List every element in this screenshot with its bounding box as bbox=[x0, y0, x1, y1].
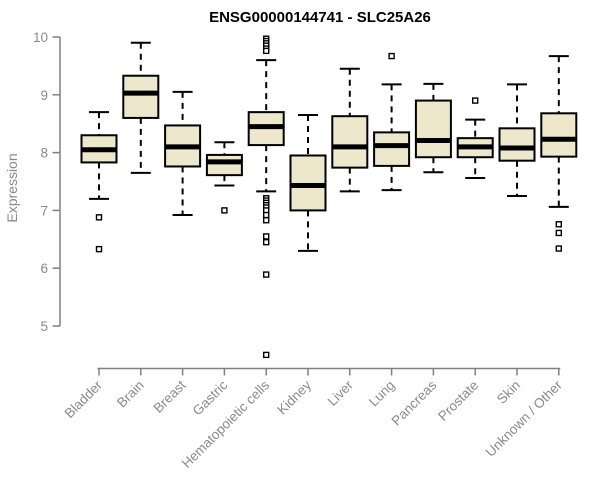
outlier-point bbox=[263, 271, 270, 278]
y-axis-tick-label: 9 bbox=[40, 88, 48, 103]
iqr-box bbox=[205, 153, 243, 177]
y-axis-tick-label: 6 bbox=[40, 261, 48, 276]
x-axis-tick-label: Lung bbox=[366, 378, 398, 410]
y-axis: 5 6 7 8 9 10 bbox=[33, 30, 61, 334]
iqr-box bbox=[414, 99, 452, 159]
x-axis-tick-label: Unknown / Other bbox=[483, 377, 566, 460]
outlier-point bbox=[263, 351, 270, 359]
outlier-point bbox=[95, 214, 103, 221]
boxplot-gastric bbox=[205, 141, 243, 214]
boxplot-skin bbox=[498, 83, 536, 197]
iqr-box bbox=[331, 115, 369, 169]
boxplot-brain bbox=[122, 41, 160, 174]
boxplot-unknown-other bbox=[540, 55, 578, 252]
boxplot-lung bbox=[373, 52, 411, 192]
iqr-box bbox=[289, 154, 327, 212]
outlier-point bbox=[555, 245, 562, 252]
y-axis-tick-label: 5 bbox=[40, 319, 48, 334]
boxplot-breast bbox=[164, 90, 202, 217]
iqr-box bbox=[540, 112, 578, 158]
y-axis-tick-label: 10 bbox=[33, 30, 48, 45]
x-axis-tick-label: Breast bbox=[151, 377, 189, 415]
boxplot-kidney bbox=[289, 114, 327, 252]
chart-title: ENSG00000144741 - SLC25A26 bbox=[209, 9, 431, 26]
x-axis-tick-label: Pancreas bbox=[389, 377, 440, 428]
x-axis-tick-label: Kidney bbox=[274, 377, 314, 417]
boxplot-series bbox=[80, 35, 578, 359]
outlier-point bbox=[472, 97, 479, 104]
y-axis-tick-label: 7 bbox=[40, 203, 48, 218]
boxplot-liver bbox=[331, 67, 369, 193]
x-axis-tick-label: Prostate bbox=[435, 378, 481, 424]
boxplot-pancreas bbox=[414, 82, 452, 174]
outlier-point bbox=[555, 221, 562, 228]
x-axis-tick-label: Brain bbox=[114, 378, 147, 411]
boxplot-prostate bbox=[456, 97, 494, 180]
x-axis-tick-label: Gastric bbox=[190, 377, 231, 418]
outlier-point bbox=[388, 52, 395, 60]
outlier-point bbox=[95, 245, 103, 253]
outlier-point bbox=[263, 217, 270, 224]
x-axis-tick-label: Skin bbox=[494, 378, 523, 407]
boxplot-bladder bbox=[80, 111, 118, 253]
iqr-box bbox=[122, 74, 160, 119]
x-axis-tick-label: Liver bbox=[325, 377, 357, 409]
outlier-point bbox=[221, 207, 228, 214]
y-axis-title: Expression bbox=[4, 153, 20, 222]
outlier-point bbox=[263, 233, 270, 240]
outlier-point bbox=[263, 211, 270, 219]
iqr-box bbox=[373, 131, 411, 167]
boxplot-hematopoietic-cells bbox=[247, 35, 285, 359]
outlier-point bbox=[555, 229, 562, 237]
outlier-point bbox=[263, 47, 270, 55]
iqr-box bbox=[498, 127, 536, 162]
x-axis-tick-label: Bladder bbox=[62, 377, 106, 421]
y-axis-tick-label: 8 bbox=[40, 146, 48, 161]
outlier-point bbox=[263, 238, 270, 246]
